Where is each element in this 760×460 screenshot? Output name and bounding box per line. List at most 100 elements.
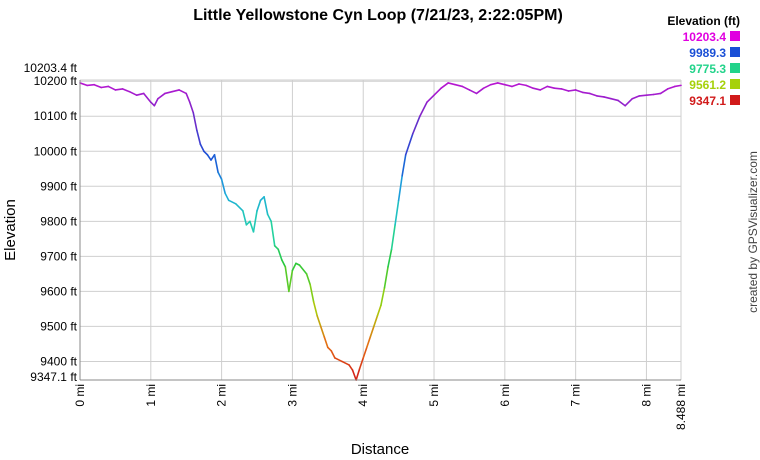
- series-segment: [100, 85, 110, 89]
- series-segment: [178, 89, 188, 95]
- x-tick-label: 4 mi: [356, 384, 370, 407]
- y-tick-label: 9900 ft: [40, 179, 77, 193]
- plot-area: [80, 80, 681, 380]
- x-tick-label: 8 mi: [639, 384, 653, 407]
- series-segment: [380, 287, 386, 307]
- series-segment: [624, 97, 634, 107]
- y-tick-label: 10000 ft: [34, 144, 78, 158]
- series-segment: [291, 262, 297, 272]
- x-tick-label: 5 mi: [427, 384, 441, 407]
- elevation-series: [79, 82, 682, 381]
- series-segment: [394, 199, 400, 226]
- series-segment: [157, 92, 166, 100]
- series-segment: [327, 346, 333, 352]
- series-segment: [525, 84, 534, 89]
- series-segment: [373, 315, 379, 328]
- series-segment: [227, 199, 237, 205]
- y-tick-label: 9347.1 ft: [30, 370, 77, 384]
- series-segment: [206, 153, 212, 161]
- y-axis-label: Elevation: [2, 199, 19, 261]
- series-segment: [298, 264, 308, 275]
- series-segment: [192, 111, 198, 132]
- y-tick-labels: 9347.1 ft 9400 ft 9500 ft 9600 ft 9700 ft 980…: [24, 61, 78, 384]
- legend-value: 9347.1: [689, 94, 726, 108]
- series-segment: [220, 178, 226, 195]
- x-tick-label: 3 mi: [285, 384, 299, 407]
- series-segment: [553, 87, 563, 90]
- series-segment: [603, 96, 612, 100]
- series-segment: [489, 82, 499, 86]
- series-segment: [312, 301, 318, 317]
- x-tick-label: 0 mi: [73, 384, 87, 407]
- credit-text: created by GPSVisualizer.com: [746, 151, 760, 313]
- series-segment: [433, 87, 442, 97]
- series-segment: [142, 92, 152, 104]
- series-segment: [196, 129, 202, 146]
- series-segment: [334, 357, 343, 363]
- x-axis-label: Distance: [351, 441, 409, 458]
- series-segment: [351, 369, 357, 381]
- series-segment: [539, 85, 549, 91]
- series-segment: [383, 266, 389, 289]
- series-segment: [518, 83, 527, 87]
- x-tick-label: 6 mi: [498, 384, 512, 407]
- series-segment: [652, 92, 662, 96]
- y-tick-label: 9500 ft: [40, 319, 77, 333]
- series-segment: [277, 248, 283, 261]
- series-segment: [284, 266, 290, 293]
- series-segment: [107, 85, 117, 91]
- legend-swatch: [730, 95, 740, 105]
- series-segment: [224, 192, 230, 202]
- series-segment: [390, 224, 396, 251]
- series-segment: [86, 83, 95, 87]
- series-segment: [266, 213, 272, 223]
- series-segment: [454, 83, 464, 88]
- series-segment: [610, 97, 619, 102]
- y-tick-label: 9600 ft: [40, 284, 77, 298]
- series-segment: [323, 336, 329, 349]
- x-tick-label: 8.488 mi: [674, 384, 688, 430]
- y-tick-label: 9400 ft: [40, 354, 77, 368]
- series-segment: [249, 220, 255, 233]
- series-segment: [638, 94, 648, 97]
- series-segment: [496, 82, 506, 86]
- series-segment: [369, 325, 375, 338]
- series-segment: [270, 220, 276, 247]
- y-tick-label: 10203.4 ft: [24, 61, 78, 75]
- series-segment: [355, 367, 361, 381]
- series-segment: [574, 89, 584, 94]
- series-segment: [114, 88, 124, 91]
- series-segment: [305, 273, 311, 286]
- series-segment: [213, 153, 219, 174]
- legend: Elevation (ft) 10203.4 9989.3 9775.3 9561.2…: [667, 14, 740, 108]
- series-segment: [581, 91, 591, 95]
- series-segment: [504, 83, 513, 88]
- series-segment: [411, 115, 421, 135]
- series-segment: [532, 87, 542, 91]
- series-segment: [589, 92, 598, 97]
- series-segment: [387, 248, 393, 268]
- series-segment: [135, 92, 145, 97]
- series-segment: [164, 90, 173, 95]
- series-segment: [426, 94, 435, 104]
- series-segment: [273, 245, 280, 251]
- series-segment: [242, 210, 248, 226]
- legend-swatch: [730, 79, 740, 89]
- legend-swatch: [730, 63, 740, 73]
- series-segment: [309, 283, 315, 303]
- series-segment: [330, 350, 336, 359]
- series-segment: [280, 259, 287, 268]
- series-segment: [256, 199, 262, 212]
- series-segment: [376, 304, 382, 317]
- series-segment: [319, 325, 326, 338]
- chart-title: Little Yellowstone Cyn Loop (7/21/23, 2:…: [193, 7, 563, 24]
- series-segment: [93, 83, 103, 89]
- series-segment: [121, 88, 131, 93]
- series-segment: [252, 210, 258, 233]
- series-segment: [185, 92, 191, 104]
- series-segment: [79, 82, 88, 87]
- series-segment: [365, 336, 372, 349]
- series-segment: [673, 84, 682, 88]
- series-segment: [567, 89, 577, 92]
